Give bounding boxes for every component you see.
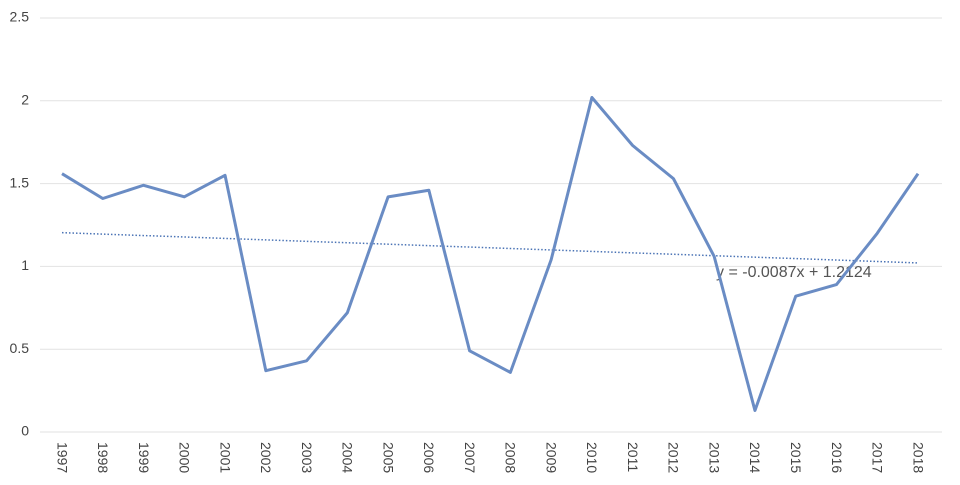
y-tick-label: 1 — [21, 257, 29, 273]
x-tick-label: 1999 — [136, 442, 152, 473]
trendline-equation: y = -0.0087x + 1.2124 — [716, 264, 872, 281]
x-tick-label: 2007 — [462, 442, 478, 473]
x-tick-label: 2008 — [503, 442, 519, 473]
x-tick-label: 2010 — [584, 442, 600, 473]
x-tick-label: 2013 — [706, 442, 722, 473]
y-tick-label: 2 — [21, 92, 29, 108]
x-tick-label: 2016 — [829, 442, 845, 473]
x-tick-label: 2014 — [747, 442, 763, 473]
y-tick-label: 2.5 — [10, 9, 30, 25]
x-tick-label: 2015 — [788, 442, 804, 473]
x-tick-label: 2004 — [340, 442, 356, 473]
trendline — [61, 231, 919, 264]
y-tick-label: 1.5 — [10, 174, 30, 190]
x-tick-label: 2018 — [910, 442, 926, 473]
y-tick-label: 0 — [21, 423, 29, 439]
x-tick-label: 2012 — [666, 442, 682, 473]
x-tick-label: 2001 — [217, 442, 233, 473]
x-tick-label: 2002 — [258, 442, 274, 473]
x-tick-label: 2005 — [380, 442, 396, 473]
x-tick-label: 2011 — [625, 442, 641, 472]
x-tick-label: 2009 — [543, 442, 559, 473]
x-tick-label: 2000 — [177, 442, 193, 473]
x-tick-label: 1997 — [54, 442, 70, 473]
x-tick-label: 2003 — [299, 442, 315, 473]
x-tick-label: 2006 — [421, 442, 437, 473]
data-line — [61, 95, 920, 412]
y-tick-label: 0.5 — [10, 340, 30, 356]
x-tick-label: 1998 — [95, 442, 111, 473]
x-tick-label: 2017 — [870, 442, 886, 473]
